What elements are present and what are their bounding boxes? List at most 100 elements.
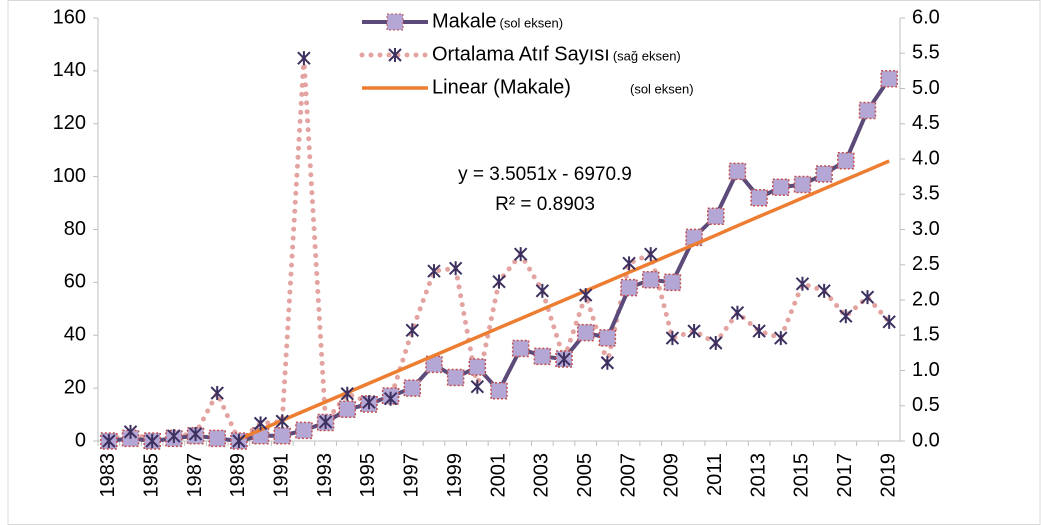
legend-note: (sağ eksen) xyxy=(613,48,681,63)
makale-marker xyxy=(511,339,530,358)
atif-marker xyxy=(644,247,658,262)
makale-marker xyxy=(598,329,617,347)
atif-marker xyxy=(600,355,615,370)
y-tick-label: 100 xyxy=(53,165,86,187)
makale-marker xyxy=(663,273,682,292)
y2-tick-label: 0.0 xyxy=(912,429,940,451)
y2-tick-label: 2.0 xyxy=(912,288,940,310)
x-tick-label: 2013 xyxy=(747,453,769,498)
x-tick-label: 2001 xyxy=(487,453,509,498)
legend-label: Makale xyxy=(432,10,496,32)
atif-marker xyxy=(405,323,420,338)
atif-marker xyxy=(123,424,138,439)
atif-marker xyxy=(275,414,289,429)
atif-marker xyxy=(492,274,506,289)
y-tick-label: 60 xyxy=(64,271,86,293)
atif-marker xyxy=(687,324,701,339)
makale-marker xyxy=(793,175,812,194)
makale-marker xyxy=(533,347,552,366)
makale-marker xyxy=(468,358,487,376)
atif-marker xyxy=(102,434,116,448)
atif-marker xyxy=(817,283,831,298)
atif-marker xyxy=(297,51,311,66)
y2-tick-label: 1.5 xyxy=(912,324,940,346)
atif-marker xyxy=(470,379,485,394)
atif-marker xyxy=(318,414,333,429)
atif-marker xyxy=(622,256,636,271)
atif-marker xyxy=(839,309,853,324)
makale-marker xyxy=(880,70,898,88)
legend-label: Ortalama Atıf Sayısı xyxy=(432,43,610,65)
legend-entry: Linear (Makale) (sol eksen) xyxy=(362,76,694,98)
y-tick-label: 120 xyxy=(53,112,86,134)
makale-marker xyxy=(576,323,595,342)
trend-r2: R² = 0.8903 xyxy=(495,194,595,215)
atif-marker xyxy=(774,331,788,346)
atif-marker xyxy=(860,290,875,305)
atif-marker xyxy=(513,247,528,262)
x-tick-label: 2009 xyxy=(661,453,683,498)
legend-note: (sol eksen) xyxy=(630,81,694,96)
makale-marker xyxy=(772,178,790,196)
makale-marker xyxy=(641,270,660,289)
atif-marker xyxy=(253,416,268,431)
atif-marker xyxy=(232,434,246,448)
legend-note: (sol eksen) xyxy=(499,15,563,30)
makale-marker xyxy=(750,189,768,207)
atif-marker xyxy=(210,386,224,401)
legend-entry: Makale (sol eksen) xyxy=(362,10,563,32)
makale-marker xyxy=(837,152,855,170)
atif-marker xyxy=(340,386,354,401)
trend-equation: y = 3.5051x - 6970.9 xyxy=(458,164,632,185)
y-tick-label: 20 xyxy=(64,376,86,398)
y2-tick-label: 5.0 xyxy=(912,77,940,99)
makale-marker xyxy=(815,165,833,183)
x-tick-label: 2015 xyxy=(791,453,813,498)
x-tick-label: 2019 xyxy=(877,453,899,498)
x-tick-label: 1993 xyxy=(314,453,336,498)
y-tick-label: 40 xyxy=(64,324,86,346)
x-tick-label: 2017 xyxy=(834,453,856,498)
x-tick-label: 2011 xyxy=(704,453,726,496)
makale-marker xyxy=(338,400,357,419)
atif-marker xyxy=(535,283,550,298)
makale-marker xyxy=(208,429,226,448)
makale-marker xyxy=(728,162,747,181)
atif-marker xyxy=(882,314,896,329)
y2-tick-label: 6.0 xyxy=(912,6,940,28)
atif-marker xyxy=(752,324,766,339)
x-tick-label: 2003 xyxy=(531,453,553,498)
y2-tick-label: 3.5 xyxy=(912,183,940,205)
x-tick-label: 1989 xyxy=(227,453,249,498)
x-tick-label: 2005 xyxy=(574,453,596,498)
x-tick-label: 1995 xyxy=(357,453,379,498)
y2-tick-label: 4.0 xyxy=(912,147,940,169)
atif-marker xyxy=(557,352,571,367)
makale-marker xyxy=(490,382,508,400)
atif-marker xyxy=(448,261,463,276)
y-tick-label: 0 xyxy=(75,429,86,451)
atif-marker xyxy=(730,305,745,320)
x-tick-label: 1997 xyxy=(401,453,423,498)
makale-marker xyxy=(403,379,422,397)
x-tick-label: 2007 xyxy=(617,453,639,498)
x-tick-label: 1987 xyxy=(184,453,206,498)
y2-tick-label: 5.5 xyxy=(912,42,940,64)
y2-tick-label: 0.5 xyxy=(912,394,940,416)
x-tick-label: 1991 xyxy=(271,453,293,498)
atif-marker xyxy=(665,331,680,346)
x-tick-label: 1983 xyxy=(97,453,119,498)
y2-tick-label: 4.5 xyxy=(912,112,940,134)
x-tick-label: 1985 xyxy=(140,453,162,498)
makale-marker xyxy=(620,278,638,297)
makale-marker xyxy=(446,368,465,387)
atif-marker xyxy=(427,264,441,279)
makale-marker xyxy=(295,421,313,440)
y-tick-label: 80 xyxy=(64,218,86,240)
atif-marker xyxy=(188,426,203,441)
legend-swatch-marker xyxy=(388,48,402,62)
legend-label: Linear (Makale) xyxy=(432,76,571,98)
atif-marker xyxy=(383,391,398,406)
y-tick-label: 160 xyxy=(53,6,86,28)
